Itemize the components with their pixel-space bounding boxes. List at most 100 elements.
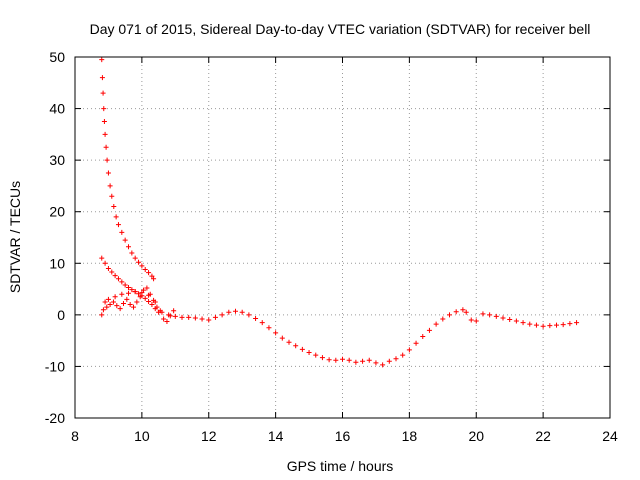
data-point — [127, 302, 133, 308]
data-point — [567, 321, 573, 327]
data-point — [136, 291, 142, 297]
axis-ticks — [74, 56, 611, 419]
series-early-cluster — [100, 285, 177, 325]
data-point — [136, 259, 142, 265]
data-point — [507, 316, 513, 322]
data-point — [139, 290, 145, 296]
data-point — [279, 335, 285, 341]
data-point — [460, 307, 466, 313]
series-main-track — [99, 289, 580, 368]
data-point — [306, 350, 312, 356]
data-point — [113, 214, 119, 220]
data-point — [157, 308, 163, 314]
data-point — [266, 325, 272, 331]
y-tick-label: -10 — [45, 358, 65, 374]
data-point — [468, 317, 474, 323]
data-point — [313, 352, 319, 358]
data-point — [100, 90, 106, 96]
data-point — [109, 269, 115, 275]
data-point — [99, 57, 105, 63]
data-point — [151, 276, 157, 282]
data-point — [161, 316, 167, 322]
data-point — [122, 282, 128, 288]
y-tick-label: 40 — [49, 101, 65, 117]
data-point — [112, 273, 118, 279]
data-point — [101, 118, 107, 124]
x-tick-label: 12 — [201, 428, 217, 444]
data-point — [433, 321, 439, 327]
data-point — [413, 340, 419, 346]
data-point — [124, 296, 130, 302]
data-point — [253, 315, 259, 321]
data-point — [142, 295, 148, 301]
data-point — [115, 222, 121, 228]
data-point — [134, 299, 140, 305]
data-point — [100, 307, 106, 313]
data-point — [105, 265, 111, 271]
data-point — [386, 358, 392, 364]
data-point — [99, 255, 105, 261]
data-point — [246, 312, 252, 318]
data-point — [533, 322, 539, 328]
data-point — [149, 273, 155, 279]
data-point — [149, 302, 155, 308]
data-point — [286, 339, 292, 345]
data-point — [540, 323, 546, 329]
data-point — [500, 315, 506, 321]
data-point — [212, 314, 218, 320]
data-point — [102, 260, 108, 266]
data-point — [554, 322, 559, 328]
data-point — [105, 296, 111, 302]
data-point — [132, 289, 138, 295]
data-point — [527, 321, 533, 327]
x-tick-label: 16 — [335, 428, 351, 444]
data-point — [126, 244, 131, 250]
data-point — [114, 303, 120, 309]
data-point — [380, 362, 386, 368]
data-point — [167, 313, 173, 319]
data-point — [480, 311, 486, 317]
data-point — [102, 299, 108, 305]
data-point — [120, 301, 126, 307]
x-axis-label: GPS time / hours — [287, 458, 394, 474]
data-point — [299, 346, 305, 352]
data-point — [547, 323, 553, 329]
y-tick-label: 50 — [49, 49, 65, 65]
data-point — [154, 304, 160, 310]
data-point — [144, 285, 150, 291]
y-tick-label: 10 — [49, 255, 65, 271]
data-point — [104, 304, 110, 310]
data-point — [111, 204, 117, 210]
data-point — [132, 255, 138, 261]
data-point — [119, 291, 125, 297]
data-point — [115, 276, 121, 282]
data-point — [206, 317, 212, 323]
data-point — [366, 357, 372, 363]
data-point — [199, 316, 205, 322]
data-point — [151, 297, 157, 303]
y-tick-label: 30 — [49, 152, 65, 168]
data-point — [119, 229, 125, 235]
data-series — [99, 57, 580, 368]
x-tick-label: 14 — [268, 428, 284, 444]
data-point — [353, 359, 359, 365]
data-point — [141, 287, 147, 293]
y-tick-label: -20 — [45, 410, 65, 426]
data-point — [360, 358, 366, 364]
data-point — [142, 266, 148, 272]
data-point — [129, 287, 135, 293]
data-point — [346, 357, 352, 363]
data-point — [273, 330, 279, 336]
data-point — [487, 312, 493, 318]
data-point — [119, 279, 125, 285]
data-point — [520, 320, 526, 326]
data-point — [192, 315, 198, 321]
data-point — [574, 320, 580, 326]
x-tick-label: 18 — [402, 428, 418, 444]
data-point — [440, 316, 446, 322]
data-point — [147, 291, 153, 297]
data-point — [146, 270, 152, 276]
data-point — [493, 313, 499, 319]
